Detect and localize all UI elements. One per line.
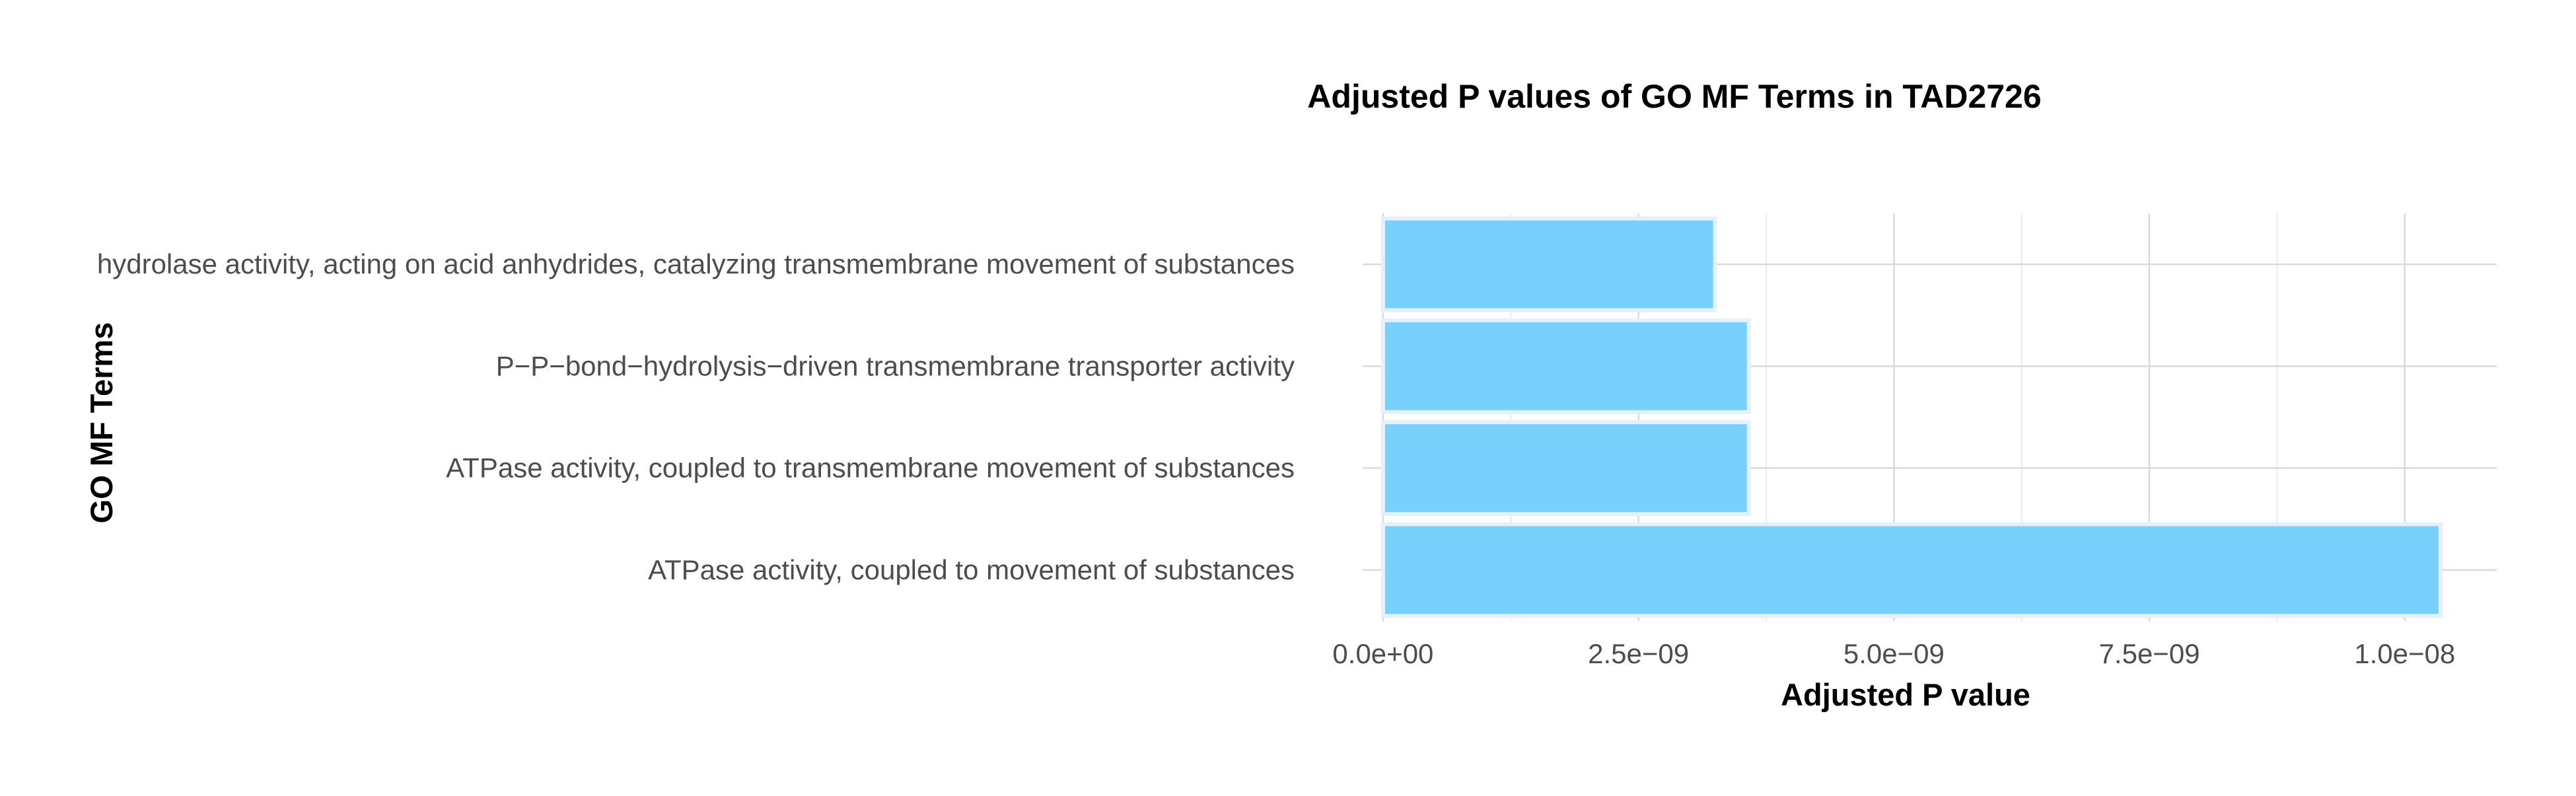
category-labels: hydrolase activity, acting on acid anhyd… xyxy=(97,248,1295,585)
category-label: ATPase activity, coupled to transmembran… xyxy=(446,452,1295,484)
x-tick-label: 5.0e−09 xyxy=(1843,638,1945,669)
x-tick-label: 1.0e−08 xyxy=(2354,638,2455,669)
bar xyxy=(1380,318,1751,414)
bar xyxy=(1380,420,1751,517)
x-tick-label: 0.0e+00 xyxy=(1332,638,1433,669)
x-tick-label: 7.5e−09 xyxy=(2099,638,2200,669)
bar xyxy=(1380,216,1717,312)
x-tick-label: 2.5e−09 xyxy=(1588,638,1689,669)
y-axis-title: GO MF Terms xyxy=(84,322,119,524)
category-label: ATPase activity, coupled to movement of … xyxy=(648,554,1295,585)
bar-layer xyxy=(1380,216,2443,618)
category-label: P−P−bond−hydrolysis−driven transmembrane… xyxy=(496,350,1295,381)
category-label: hydrolase activity, acting on acid anhyd… xyxy=(97,248,1295,279)
chart-title: Adjusted P values of GO MF Terms in TAD2… xyxy=(1307,78,2041,115)
x-tick-labels: 0.0e+00 2.5e−09 5.0e−09 7.5e−09 1.0e−08 xyxy=(1332,638,2455,669)
x-axis-title: Adjusted P value xyxy=(1781,677,2030,712)
bar xyxy=(1380,522,2443,618)
